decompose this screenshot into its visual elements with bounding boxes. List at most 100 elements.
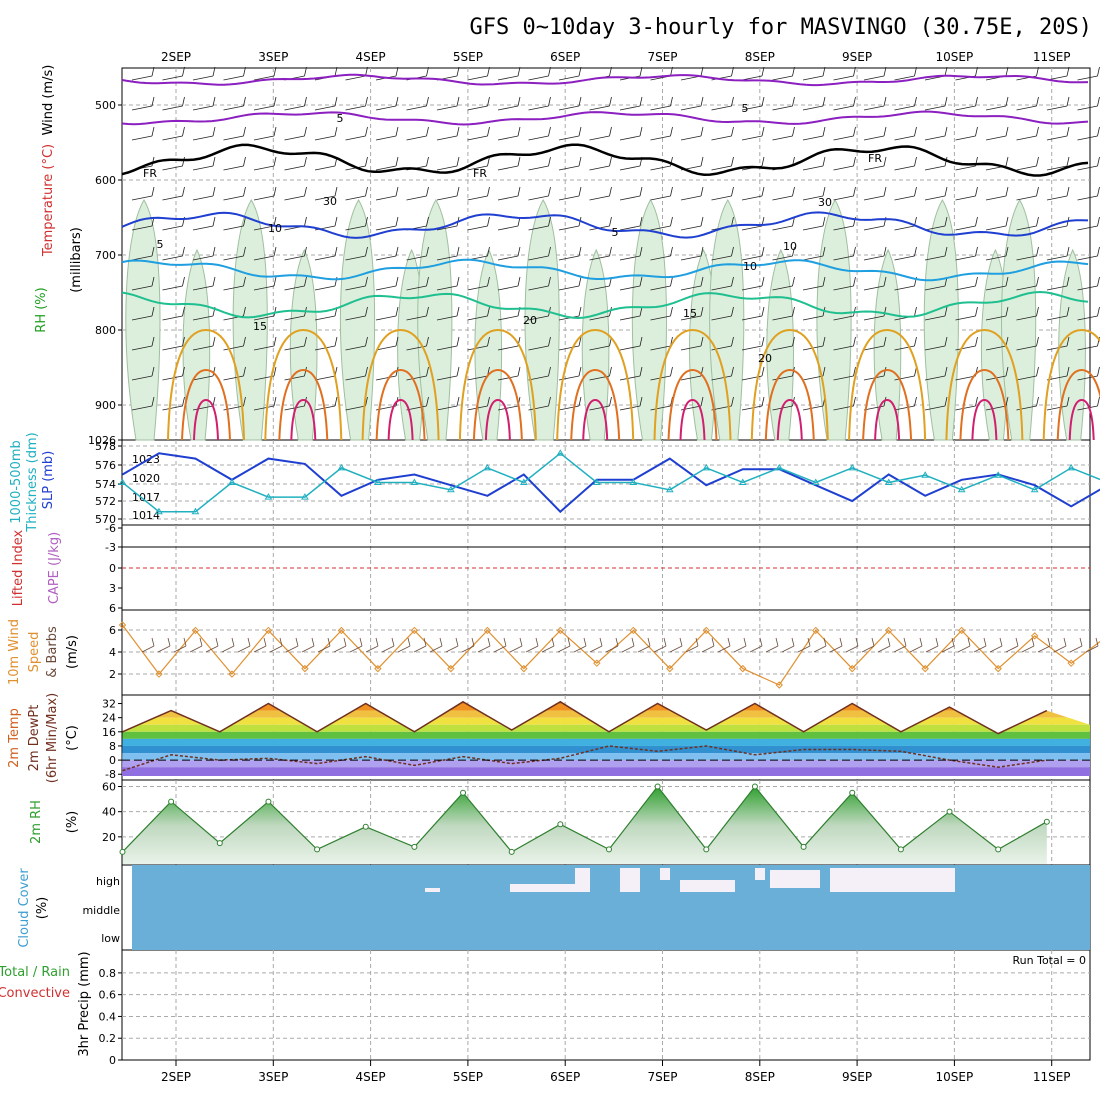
wind-barb: [924, 246, 948, 261]
wind-barb: [833, 366, 856, 381]
wind-barb: [733, 637, 747, 653]
wind-barb: [680, 186, 704, 201]
temperature-contour: [484, 398, 511, 441]
wind-barb: [741, 336, 765, 351]
cloud-level-label: middle: [82, 904, 120, 917]
date-label-bottom: 6SEP: [550, 1070, 580, 1084]
wind-barb: [345, 276, 368, 291]
temperature-contour: [264, 328, 343, 441]
wind-barb: [406, 276, 429, 291]
temperature-contour: [193, 398, 219, 441]
wind-barb: [894, 246, 917, 261]
wind-barb: [1016, 186, 1039, 201]
wind-barb: [436, 246, 460, 261]
wind-barb: [924, 96, 948, 111]
wind10-panel: 6 4 2: [109, 621, 1100, 689]
wind-barb: [497, 366, 521, 381]
wind-speed-point: [739, 664, 747, 673]
wind-barb: [701, 637, 715, 653]
wind-barb: [253, 396, 277, 411]
pressure-axis-label: (millibars): [69, 227, 84, 293]
rh-tick-label: 20: [102, 831, 116, 844]
cloud-level-label: high: [96, 875, 120, 888]
wind-barb: [467, 96, 490, 111]
wind-barb: [173, 637, 187, 653]
wind-barb: [285, 637, 299, 653]
wind-barb: [436, 306, 460, 321]
thickness-point: [446, 485, 455, 493]
wind-barb: [162, 126, 185, 141]
wind-barb: [619, 96, 643, 111]
wind10-axis-label-1: 10m Wind: [7, 619, 22, 685]
wind-barb: [375, 216, 399, 231]
wind-barb: [1016, 336, 1039, 351]
wind-barb: [772, 186, 795, 201]
wind-barb: [1077, 156, 1100, 171]
wind-barb: [223, 126, 246, 141]
wind-barb: [1077, 216, 1100, 231]
wind-speed-point: [1030, 632, 1039, 640]
wind-speed-point: [921, 664, 929, 673]
wind-barb: [833, 186, 856, 201]
wind-barb: [131, 126, 155, 141]
wind-barb: [284, 216, 307, 231]
wind-barb: [131, 366, 155, 381]
temperature-contour: [945, 328, 1024, 441]
thickness-point: [629, 478, 638, 485]
wind-barb: [467, 306, 490, 321]
wind-barb: [711, 156, 734, 171]
wind-barb: [772, 96, 795, 111]
thickness-tick-label: 578: [95, 440, 116, 453]
wind-barb: [711, 96, 734, 111]
wind-barb: [1046, 306, 1070, 321]
wind-barb: [528, 66, 551, 81]
dewpoint-line: [122, 745, 1047, 772]
wind-barb: [1046, 396, 1070, 411]
wind-barb: [802, 126, 826, 141]
wind-barb: [467, 216, 490, 231]
contour-label: 15: [683, 307, 697, 320]
date-label-top: 3SEP: [258, 50, 288, 64]
thickness-point: [301, 493, 309, 500]
wind-barb: [192, 216, 216, 231]
rh-tick-label: 60: [102, 781, 116, 794]
temperature-tick-label: -8: [105, 768, 116, 781]
contour-label: FR: [143, 167, 157, 180]
wind-barb: [669, 637, 683, 653]
wind-barb: [497, 186, 521, 201]
temperature-contour: [361, 328, 440, 441]
wind-barb: [863, 66, 887, 81]
wind-barb: [1077, 396, 1100, 411]
wind-barb: [894, 66, 917, 81]
wind-barb: [528, 366, 551, 381]
precip-tick-label: 0.2: [99, 1032, 117, 1045]
temperature-contour: [1056, 368, 1100, 441]
wind-speed-point: [155, 670, 163, 678]
wind-barb: [189, 637, 203, 653]
date-label-top: 2SEP: [161, 50, 191, 64]
date-label-bottom: 11SEP: [1033, 1070, 1071, 1084]
wind-barb: [650, 246, 673, 261]
wind-speed-point: [885, 626, 893, 635]
date-label-top: 11SEP: [1033, 50, 1071, 64]
wind-barb: [863, 156, 887, 171]
wind-barb: [772, 246, 795, 261]
wind-barb: [863, 126, 887, 141]
wind-barb: [375, 366, 399, 381]
wind-barb: [863, 306, 887, 321]
wind-barb: [1077, 276, 1100, 291]
precip-total-label: Total / Rain: [0, 965, 70, 980]
rh-shade: [923, 199, 959, 441]
temperature-contour: [387, 398, 414, 441]
thickness-point: [775, 463, 784, 471]
wind-speed-point: [702, 626, 710, 635]
wind-barb: [223, 96, 246, 111]
wind-barb: [680, 336, 704, 351]
rh-area: [122, 786, 1047, 864]
wind-barb: [192, 126, 216, 141]
wind-barb: [223, 66, 246, 81]
rh-point: [946, 808, 953, 815]
wind-barb: [833, 126, 856, 141]
wind-barb: [955, 336, 978, 351]
